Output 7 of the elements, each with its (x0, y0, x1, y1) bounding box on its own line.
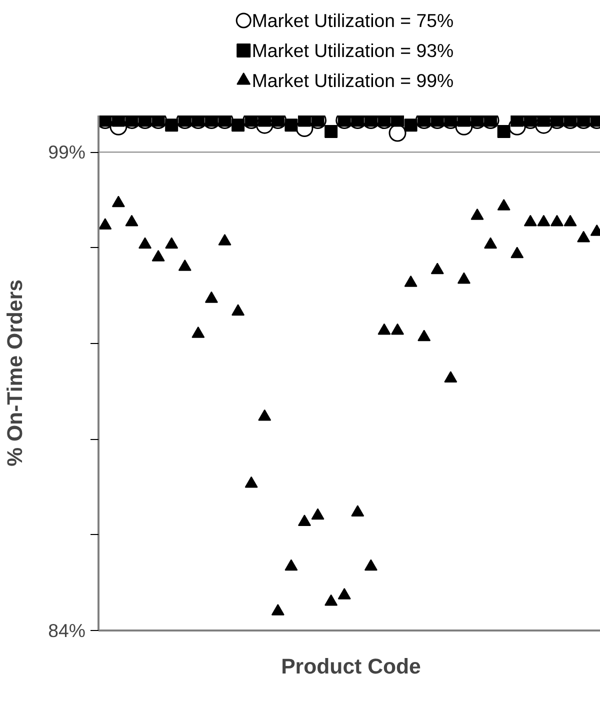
y-tick-label: 84% (48, 620, 86, 641)
y-axis-title: % On-Time Orders (3, 280, 28, 466)
y-tick-label: 99% (48, 142, 86, 163)
legend-label: Market Utilization = 93% (252, 40, 454, 61)
x-axis-title: Product Code (281, 654, 422, 678)
legend-label: Market Utilization = 99% (252, 70, 454, 91)
legend-label: Market Utilization = 75% (252, 10, 454, 31)
